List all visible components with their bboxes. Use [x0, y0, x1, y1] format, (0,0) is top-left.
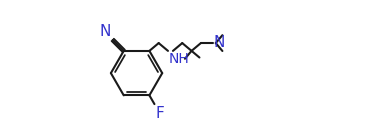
- Text: N: N: [100, 24, 111, 39]
- Text: N: N: [213, 35, 225, 50]
- Text: F: F: [155, 106, 164, 121]
- Text: NH: NH: [169, 52, 190, 66]
